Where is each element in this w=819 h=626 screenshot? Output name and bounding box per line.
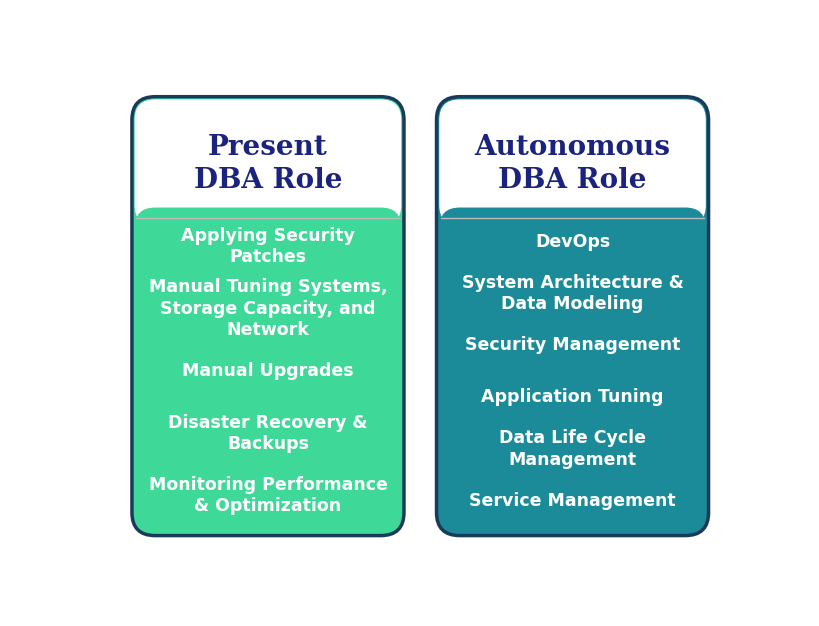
Text: Applying Security
Patches: Applying Security Patches bbox=[181, 227, 355, 267]
Text: Service Management: Service Management bbox=[468, 492, 675, 510]
FancyBboxPatch shape bbox=[436, 96, 708, 536]
Text: Monitoring Performance
& Optimization: Monitoring Performance & Optimization bbox=[148, 476, 387, 515]
Text: Manual Tuning Systems,
Storage Capacity, and
Network: Manual Tuning Systems, Storage Capacity,… bbox=[148, 279, 387, 339]
Text: Security Management: Security Management bbox=[464, 336, 680, 354]
FancyBboxPatch shape bbox=[439, 100, 705, 225]
Text: Autonomous
DBA Role: Autonomous DBA Role bbox=[474, 134, 670, 194]
FancyBboxPatch shape bbox=[134, 100, 400, 225]
FancyBboxPatch shape bbox=[132, 96, 404, 536]
Text: System Architecture &
Data Modeling: System Architecture & Data Modeling bbox=[461, 274, 683, 313]
Text: Disaster Recovery &
Backups: Disaster Recovery & Backups bbox=[168, 414, 367, 453]
Text: Present
DBA Role: Present DBA Role bbox=[193, 134, 342, 194]
FancyBboxPatch shape bbox=[134, 208, 400, 533]
FancyBboxPatch shape bbox=[439, 208, 705, 533]
Text: DevOps: DevOps bbox=[534, 232, 609, 250]
Text: Application Tuning: Application Tuning bbox=[481, 388, 663, 406]
Text: Data Life Cycle
Management: Data Life Cycle Management bbox=[499, 429, 645, 469]
Text: Manual Upgrades: Manual Upgrades bbox=[182, 362, 353, 380]
